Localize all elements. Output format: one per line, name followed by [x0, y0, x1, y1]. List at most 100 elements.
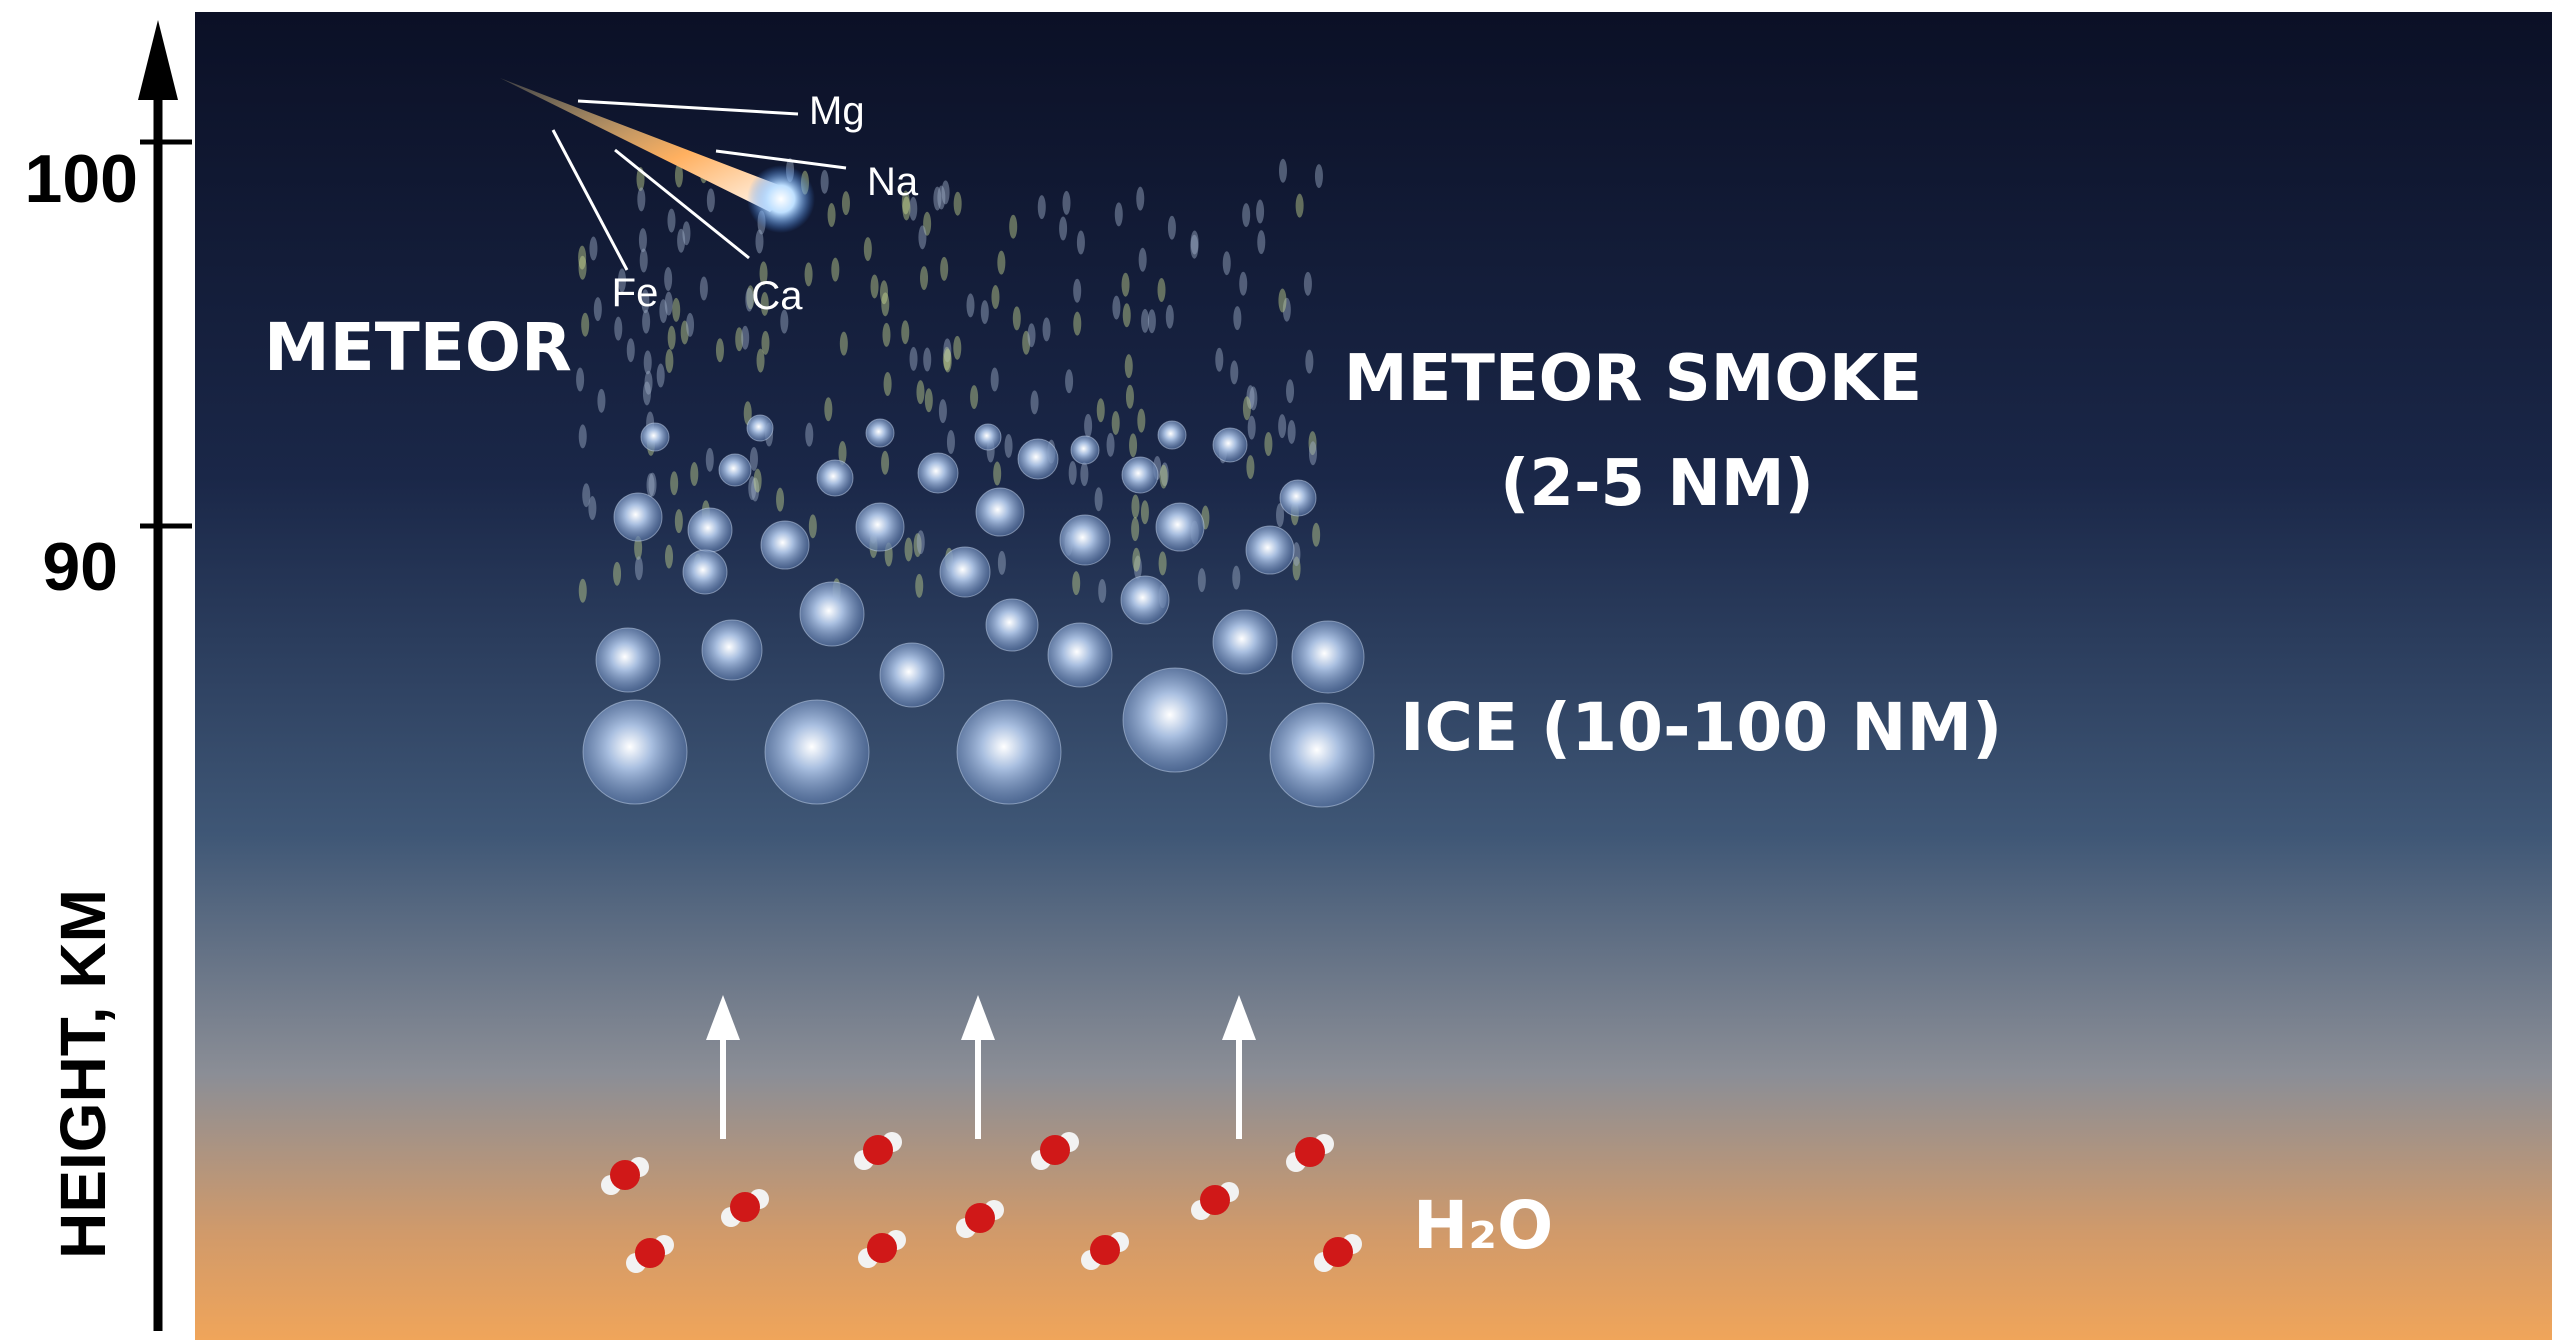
smoke-particle — [1160, 462, 1169, 487]
smoke-particle — [589, 236, 598, 261]
meteor-trail — [500, 78, 792, 212]
smoke-particle — [1165, 304, 1174, 329]
smoke-particle — [1246, 385, 1255, 410]
oxygen-atom — [1323, 1237, 1353, 1267]
ice-particle — [816, 459, 854, 497]
smoke-particle — [1147, 309, 1156, 334]
smoke-particle — [923, 347, 932, 372]
smoke-particle — [881, 450, 890, 475]
axis-label: HEIGHT, KM — [47, 889, 119, 1259]
water-label: H₂O — [1413, 1187, 1553, 1264]
smoke-particle — [1246, 455, 1255, 480]
smoke-particle — [841, 191, 850, 216]
smoke-particle — [1157, 277, 1166, 302]
oxygen-atom — [867, 1233, 897, 1263]
smoke-particle — [1308, 431, 1317, 456]
ice-particle — [799, 581, 865, 647]
smoke-particle — [1167, 215, 1176, 240]
oxygen-atom — [635, 1238, 665, 1268]
smoke-particle — [664, 291, 673, 316]
smoke-particle — [1257, 230, 1266, 255]
axis-arrow — [138, 20, 178, 100]
ice-particle — [974, 423, 1002, 451]
smoke-particle — [941, 180, 950, 205]
smoke-particle — [667, 208, 676, 233]
ice-particle — [865, 418, 895, 448]
smoke-particle — [648, 472, 657, 497]
smoke-particle — [863, 237, 872, 262]
ice-particle — [1059, 514, 1111, 566]
smoke-particle — [665, 349, 674, 374]
ice-particle — [975, 487, 1025, 537]
element-label: Fe — [612, 271, 659, 315]
ice-particle — [764, 699, 870, 805]
smoke-particle — [613, 561, 622, 586]
smoke-particle — [1190, 230, 1199, 255]
smoke-particle — [1256, 199, 1265, 224]
ice-particle — [613, 492, 663, 542]
smoke-particle — [581, 312, 590, 337]
tick-label: 90 — [42, 529, 118, 605]
smoke-particle — [820, 169, 829, 194]
smoke-particle — [1080, 462, 1089, 487]
ice-particle — [701, 619, 763, 681]
smoke-particle — [991, 285, 1000, 310]
smoke-particle — [670, 471, 679, 496]
smoke-particle — [1073, 311, 1082, 336]
ice-particle — [687, 507, 733, 553]
smoke-particle — [741, 325, 750, 350]
smoke-particle — [1287, 419, 1296, 444]
ice-particle — [1017, 438, 1059, 480]
ice-particle — [1120, 575, 1170, 625]
smoke-particle — [1159, 464, 1168, 489]
smoke-particle — [626, 338, 635, 363]
ice-particle — [917, 452, 959, 494]
smoke-particle — [646, 473, 655, 498]
smoke-particle — [1233, 306, 1242, 331]
smoke-particle — [759, 261, 768, 286]
smoke-particle — [918, 225, 927, 250]
smoke-particle — [690, 462, 699, 487]
smoke-particle — [913, 533, 922, 558]
ice-particle — [1279, 479, 1317, 517]
smoke-particle — [1068, 460, 1077, 485]
smoke-particle — [808, 514, 817, 539]
smoke-particle — [1037, 195, 1046, 220]
smoke-particle — [1076, 230, 1085, 255]
smoke-particle — [997, 250, 1006, 275]
smoke-particle — [883, 371, 892, 396]
smoke-particle — [1278, 288, 1287, 313]
smoke-particle — [1121, 272, 1130, 297]
smoke-particle — [1278, 158, 1287, 183]
updraft-arrowhead — [706, 995, 740, 1040]
smoke-particle — [1133, 555, 1142, 580]
smoke-particle — [942, 346, 951, 371]
ice-particle — [682, 549, 728, 595]
smoke-particle — [1278, 414, 1287, 439]
smoke-particle — [680, 320, 689, 345]
smoke-particle — [578, 245, 587, 270]
smoke-particle — [753, 468, 762, 493]
smoke-particle — [705, 447, 714, 472]
smoke-particle — [966, 293, 975, 318]
smoke-particle — [901, 320, 910, 345]
smoke-particle — [643, 350, 652, 375]
smoke-particle — [1249, 386, 1258, 411]
ice-particle — [1122, 667, 1228, 773]
smoke-particle — [1042, 317, 1051, 342]
smoke-particle — [804, 262, 813, 287]
smoke-particle — [1131, 494, 1140, 519]
oxygen-atom — [863, 1135, 893, 1165]
smoke-particle — [756, 348, 765, 373]
ice-particle — [1245, 525, 1295, 575]
smoke-particle — [638, 228, 647, 253]
smoke-particle — [644, 370, 653, 395]
smoke-particle — [639, 248, 648, 273]
oxygen-atom — [730, 1192, 760, 1222]
smoke-particle — [1197, 568, 1206, 593]
smoke-particle — [920, 266, 929, 291]
ice-particle — [1212, 427, 1248, 463]
smoke-particle — [664, 267, 673, 292]
smoke-particle — [578, 424, 587, 449]
smoke-particle — [970, 385, 979, 410]
